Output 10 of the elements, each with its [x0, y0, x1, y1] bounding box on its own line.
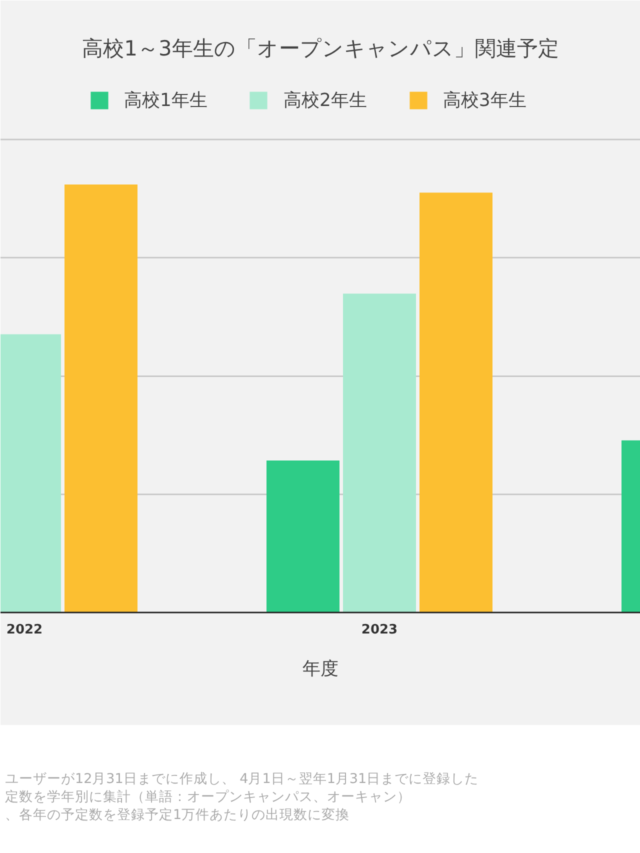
text: 定数を学年別に集計（単語：オープンキャンパス、オーキャン） — [5, 789, 411, 805]
text: 、各年の予定数を登録予定1万件あたりの出現数に変換 — [5, 807, 350, 823]
text: ユーザーが12月31日までに作成し、 4月1日～翌年1月31日までに登録した — [5, 771, 479, 787]
x-tick-label: 2023 — [361, 622, 398, 638]
chart-title: 高校1～3年生の「オープンキャンパス」関連予定 — [82, 36, 559, 60]
x-axis-title: 年度 — [302, 658, 338, 680]
x-tick-label: 2022 — [6, 622, 43, 638]
legend-label: 高校1年生 — [124, 89, 208, 112]
legend-label: 高校2年生 — [283, 89, 367, 112]
legend-label: 高校3年生 — [442, 89, 526, 112]
